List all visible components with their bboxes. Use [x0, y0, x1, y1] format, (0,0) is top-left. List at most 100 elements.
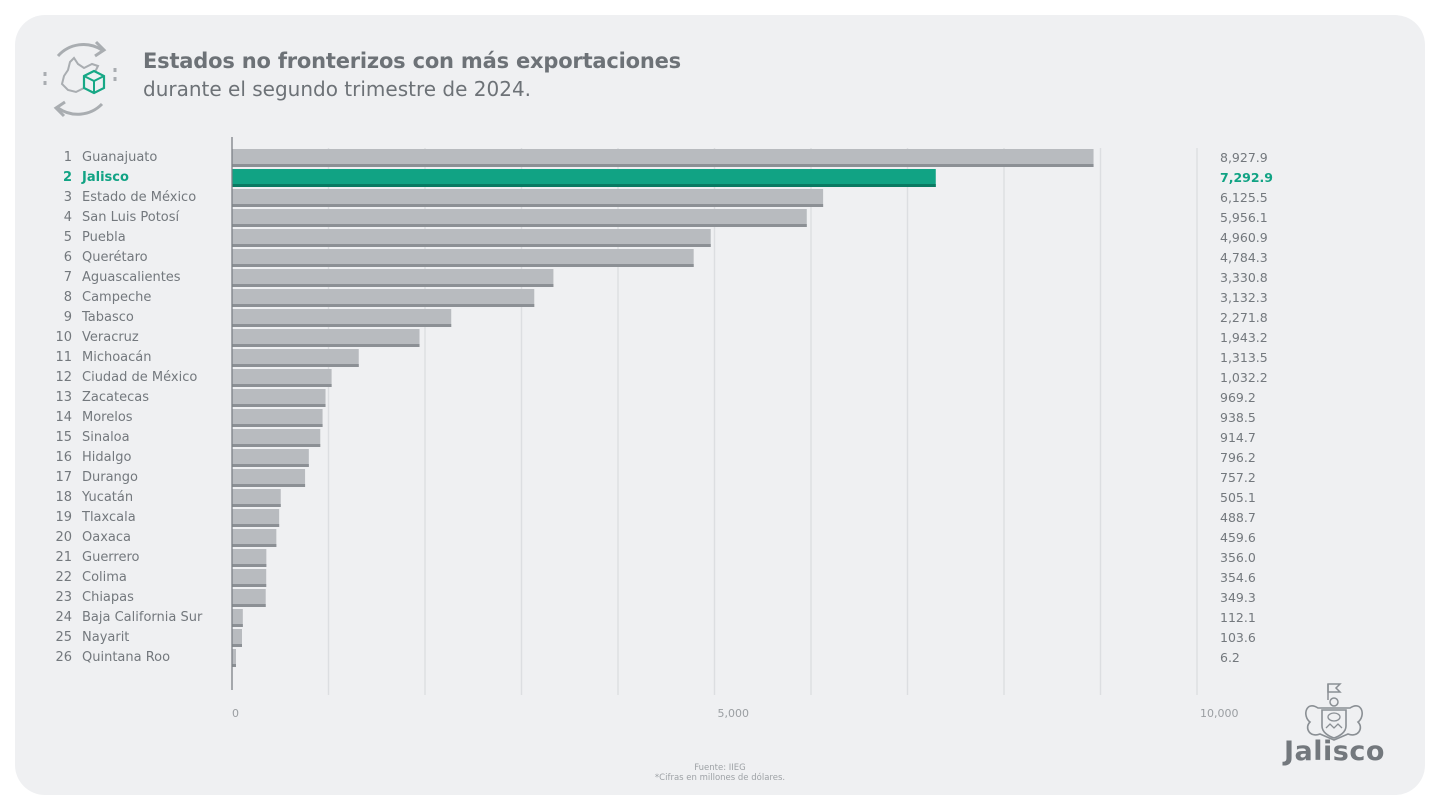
bar: [232, 449, 309, 467]
bar: [232, 609, 243, 627]
category-label: Chiapas: [82, 590, 134, 605]
rank-label: 20: [55, 530, 72, 545]
bar-shadow: [232, 344, 420, 347]
bar: [232, 269, 554, 287]
bar: [232, 229, 711, 247]
category-label: Guanajuato: [82, 150, 158, 165]
units-note: *Cifras en millones de dólares.: [654, 773, 786, 783]
bar-shadow: [232, 304, 535, 307]
category-label: Jalisco: [82, 170, 129, 185]
bar: [232, 369, 332, 387]
value-label: 505.1: [1220, 490, 1256, 505]
bar: [232, 209, 807, 227]
chart-subtitle: durante el segundo trimestre de 2024.: [143, 77, 532, 101]
rank-label: 18: [55, 490, 72, 505]
rank-label: 15: [55, 430, 72, 445]
bar-shadow: [232, 644, 242, 647]
bar-shadow: [232, 464, 309, 467]
bar-shadow: [232, 244, 711, 247]
rank-label: 22: [55, 570, 72, 585]
bar: [232, 629, 242, 647]
category-label: Zacatecas: [82, 390, 149, 405]
bar: [232, 169, 936, 187]
rank-label: 3: [63, 190, 72, 205]
rank-label: 5: [63, 230, 72, 245]
bar-shadow: [232, 224, 807, 227]
bar-shadow: [232, 284, 554, 287]
bar: [232, 489, 281, 507]
bar-shadow: [232, 604, 266, 607]
category-label: Quintana Roo: [82, 650, 171, 665]
bar: [232, 389, 326, 407]
rank-label: 14: [55, 410, 72, 425]
export-cycle-icon: [43, 40, 117, 118]
bar-shadow: [232, 164, 1094, 167]
bar: [232, 569, 267, 587]
category-label: Oaxaca: [82, 530, 131, 545]
category-label: Morelos: [82, 410, 133, 425]
value-label: 459.6: [1220, 530, 1256, 545]
bar-shadow: [232, 204, 824, 207]
value-label: 1,313.5: [1220, 350, 1268, 365]
value-label: 914.7: [1220, 430, 1256, 445]
bar-shadow: [232, 584, 267, 587]
value-label: 4,960.9: [1220, 230, 1268, 245]
rank-label: 1: [63, 150, 72, 165]
category-label: Querétaro: [82, 250, 148, 265]
chart-title: Estados no fronterizos con más exportaci…: [143, 49, 681, 73]
bar: [232, 549, 267, 567]
category-label: San Luis Potosí: [82, 210, 180, 225]
bar: [232, 509, 280, 527]
rank-label: 21: [55, 550, 72, 565]
category-label: Guerrero: [82, 550, 140, 565]
bar-shadow: [232, 404, 326, 407]
bar-shadow: [232, 444, 321, 447]
bar: [232, 349, 359, 367]
value-label: 1,032.2: [1220, 370, 1268, 385]
category-label: Baja California Sur: [82, 610, 203, 625]
rank-label: 25: [55, 630, 72, 645]
bar: [232, 649, 236, 667]
category-label: Sinaloa: [82, 430, 130, 445]
rank-label: 4: [63, 210, 72, 225]
value-label: 757.2: [1220, 470, 1256, 485]
category-label: Campeche: [82, 290, 152, 305]
rank-label: 6: [63, 250, 72, 265]
value-label: 349.3: [1220, 590, 1256, 605]
bar: [232, 429, 321, 447]
value-label: 354.6: [1220, 570, 1256, 585]
bar: [232, 469, 306, 487]
rank-label: 24: [55, 610, 72, 625]
bar: [232, 309, 452, 327]
category-label: Michoacán: [82, 350, 152, 365]
bar-shadow: [232, 664, 236, 667]
bar-shadow: [232, 364, 359, 367]
category-label: Tlaxcala: [82, 510, 136, 525]
value-label: 6.2: [1220, 650, 1240, 665]
bar-shadow: [232, 624, 243, 627]
rank-label: 13: [55, 390, 72, 405]
category-label: Yucatán: [82, 490, 134, 505]
category-label: Ciudad de México: [82, 370, 198, 385]
rank-label: 16: [55, 450, 72, 465]
bar-shadow: [232, 524, 280, 527]
rank-label: 7: [63, 270, 72, 285]
bar-shadow: [232, 324, 452, 327]
bar-shadow: [232, 564, 267, 567]
bar: [232, 589, 266, 607]
category-label: Aguascalientes: [82, 270, 181, 285]
value-label: 488.7: [1220, 510, 1256, 525]
value-label: 8,927.9: [1220, 150, 1268, 165]
value-label: 5,956.1: [1220, 210, 1268, 225]
bar: [232, 409, 323, 427]
bar-shadow: [232, 424, 323, 427]
rank-label: 9: [63, 310, 72, 325]
x-tick-label: 10,000: [1200, 707, 1239, 720]
value-label: 112.1: [1220, 610, 1256, 625]
value-label: 2,271.8: [1220, 310, 1268, 325]
value-label: 796.2: [1220, 450, 1256, 465]
category-label: Estado de México: [82, 190, 197, 205]
bar: [232, 289, 535, 307]
